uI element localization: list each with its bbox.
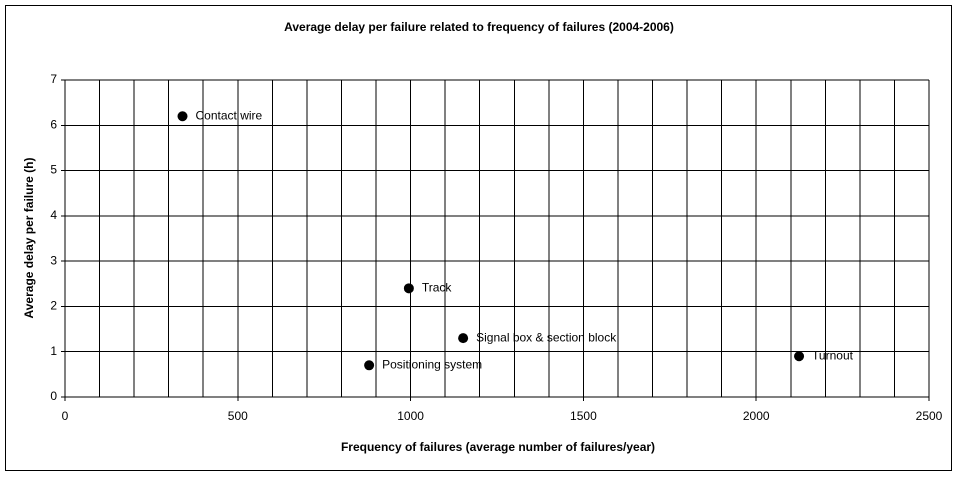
x-tick-label: 2500 (916, 409, 943, 423)
y-tick-label: 0 (50, 389, 57, 403)
y-tick-label: 5 (50, 163, 57, 177)
y-tick-label: 2 (50, 299, 57, 313)
x-tick-label: 1500 (570, 409, 597, 423)
point (794, 351, 805, 362)
y-tick-label: 7 (50, 72, 57, 86)
point (177, 111, 188, 122)
y-axis-label: Average delay per failure (h) (22, 158, 36, 319)
point (364, 360, 375, 371)
y-tick-label: 4 (50, 208, 57, 222)
x-tick-label: 0 (62, 409, 69, 423)
plot-area (65, 80, 929, 397)
x-tick-label: 2000 (743, 409, 770, 423)
y-tick-label: 1 (50, 344, 57, 358)
point-label: Positioning system (382, 357, 482, 371)
x-tick-label: 1000 (397, 409, 424, 423)
y-tick-label: 3 (50, 253, 57, 267)
point-label: Turnout (812, 348, 854, 362)
point (403, 283, 414, 294)
chart-title: Average delay per failure related to fre… (284, 20, 674, 34)
point-label: Track (422, 280, 453, 294)
x-axis-label: Frequency of failures (average number of… (341, 440, 655, 454)
point-label: Contact wire (196, 108, 263, 122)
x-tick-label: 500 (228, 409, 248, 423)
point (458, 333, 469, 344)
y-tick-label: 6 (50, 117, 57, 131)
point-label: Signal box & section block (476, 330, 617, 344)
